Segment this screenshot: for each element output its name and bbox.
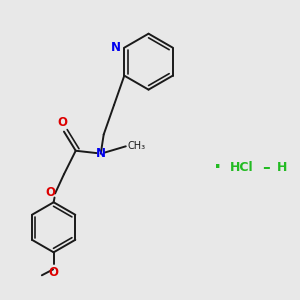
Text: HCl: HCl (230, 161, 253, 174)
Text: CH₃: CH₃ (127, 141, 146, 151)
Text: –: – (262, 160, 270, 175)
Text: H: H (277, 161, 287, 174)
Text: O: O (58, 116, 68, 129)
Text: O: O (49, 266, 58, 279)
Text: O: O (45, 186, 56, 199)
Text: N: N (96, 147, 106, 160)
Text: ·: · (214, 158, 221, 177)
Text: N: N (111, 41, 121, 54)
